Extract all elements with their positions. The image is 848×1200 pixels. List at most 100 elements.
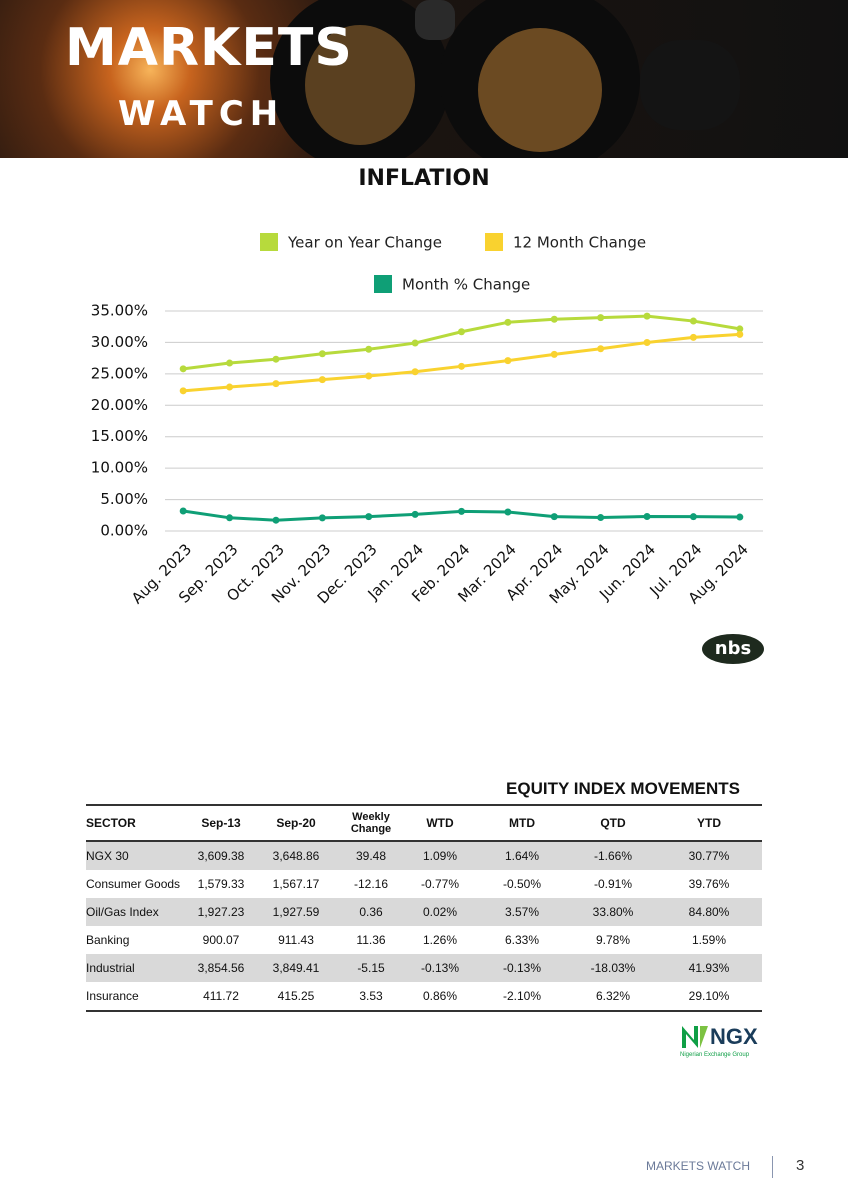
table-cell: 41.93% (656, 954, 762, 982)
y-tick-label: 20.00% (91, 396, 148, 414)
table-cell: -0.91% (593, 877, 633, 891)
column-header: Sep-20 (256, 804, 336, 842)
column-header: MTD (474, 804, 570, 842)
legend-swatch (260, 233, 278, 251)
data-point (689, 317, 697, 325)
nbs-logo: nbs (702, 634, 764, 664)
data-point (643, 338, 651, 346)
legend-label: 12 Month Change (513, 234, 646, 252)
table-cell: Insurance (86, 982, 186, 1012)
data-point (597, 345, 605, 353)
nbs-logo-text: nbs (715, 638, 751, 659)
data-point (504, 318, 512, 326)
table-cell: 6.32% (570, 982, 656, 1012)
data-point (411, 339, 419, 347)
table-cell: 1,927.59 (256, 898, 336, 926)
data-point (179, 507, 187, 515)
y-tick-label: 10.00% (91, 459, 148, 477)
table-cell: 3.53 (336, 982, 406, 1012)
data-point (458, 362, 465, 370)
table-cell: 30.77% (656, 841, 762, 870)
table-row: Banking 900.07 911.43 11.36 1.26% 6.33% 9.78% 1… (86, 926, 762, 954)
data-point (504, 357, 512, 365)
ngx-logo-mark (682, 1026, 708, 1048)
data-point (226, 383, 234, 391)
table-row: Oil/Gas Index 1,927.23 1,927.59 0.36 0.02% 3.… (86, 898, 762, 926)
table-cell: -0.13% (474, 954, 570, 982)
header-row: SECTOR Sep-13 Sep-20 Weekly Change WTD MTD QTD… (86, 804, 762, 842)
column-header: Weekly Change (336, 804, 406, 842)
data-point (550, 315, 558, 323)
table-cell: -0.13% (406, 954, 474, 982)
data-point (365, 513, 373, 521)
header-banner: MARKETS WATCH (0, 0, 848, 158)
table-cell: 1,579.33 (197, 877, 245, 891)
table-cell: 0.02% (406, 898, 474, 926)
data-point (318, 376, 326, 384)
legend-label: Year on Year Change (287, 234, 442, 252)
table-cell: -12.16 (353, 877, 389, 891)
chart: INFLATION nbs 0.00% 5.00% 10.00% 15.00% 20.0… (91, 166, 764, 664)
table-cell: -5.15 (336, 954, 406, 982)
table-cell: 1.26% (422, 933, 458, 947)
y-tick-label: 30.00% (91, 333, 148, 351)
y-tick-label: 35.00% (91, 302, 148, 320)
data-point (458, 328, 465, 336)
table-cell: 39.76% (688, 877, 730, 891)
data-point (689, 513, 697, 521)
table-cell: Banking (86, 933, 130, 947)
table-cell: 3,609.38 (186, 841, 256, 870)
y-tick-label: 5.00% (100, 490, 148, 508)
table-cell: 411.72 (186, 982, 256, 1012)
binoculars (270, 0, 740, 158)
table-cell: 3,849.41 (256, 954, 336, 982)
data-point (736, 513, 744, 521)
table-cell: -0.77% (420, 877, 460, 891)
table-cell: 3,648.86 (256, 841, 336, 870)
table-cell: 1.59% (691, 933, 727, 947)
data-point (597, 314, 605, 322)
data-point (550, 350, 558, 358)
table-cell: -18.03% (570, 954, 656, 982)
table-body: NGX 30 3,609.38 3,648.86 39.48 1.09% 1.64% -1.… (86, 841, 762, 1012)
table-cell: 0.86% (406, 982, 474, 1012)
table-cell: 911.43 (278, 933, 314, 947)
data-point (179, 365, 187, 373)
data-point (365, 372, 373, 380)
table-cell: -2.10% (474, 982, 570, 1012)
header-subtitle: WATCH (118, 94, 285, 134)
data-point (643, 512, 651, 520)
data-point (550, 513, 558, 521)
table-cell: Industrial (86, 954, 186, 982)
data-point (226, 359, 234, 367)
table-cell: 415.25 (256, 982, 336, 1012)
column-header: Sep-13 (186, 804, 256, 842)
data-point (411, 510, 419, 518)
data-point (365, 345, 373, 353)
data-point (318, 514, 326, 522)
y-tick-label: 25.00% (91, 364, 148, 382)
column-header: YTD (656, 804, 762, 842)
data-point (458, 507, 465, 515)
table-row: NGX 30 3,609.38 3,648.86 39.48 1.09% 1.64% -1.… (86, 841, 762, 870)
chart-title: INFLATION (358, 166, 489, 191)
data-point (272, 516, 280, 524)
data-point (272, 380, 280, 388)
data-point (226, 514, 234, 522)
table-cell: 9.78% (595, 933, 631, 947)
data-point (272, 355, 280, 363)
table-cell: 84.80% (656, 898, 762, 926)
table-cell: 6.33% (504, 933, 540, 947)
y-tick-label: 0.00% (100, 522, 148, 540)
header-title: MARKETS (65, 18, 353, 78)
table-row: Industrial 3,854.56 3,849.41 -5.15 -0.13% -0.… (86, 954, 762, 982)
table-title: EQUITY INDEX MOVEMENTS (506, 779, 740, 798)
column-header: SECTOR (86, 804, 186, 842)
ngx-logo-text: NGX (710, 1024, 758, 1049)
table-cell: -1.66% (570, 841, 656, 870)
footer-page: 3 (796, 1157, 805, 1174)
table-cell: 1,927.23 (186, 898, 256, 926)
table-cell: 39.48 (336, 841, 406, 870)
table-cell: 11.36 (356, 933, 386, 947)
data-point (411, 368, 419, 376)
